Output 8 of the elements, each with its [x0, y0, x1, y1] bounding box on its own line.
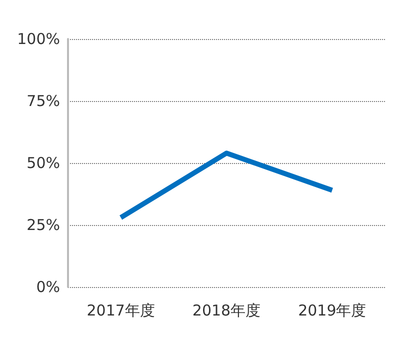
- y-tick-label: 25%: [26, 216, 60, 234]
- x-tick-label: 2018年度: [192, 302, 261, 320]
- x-tick-label: 2019年度: [298, 302, 366, 320]
- y-tick-label: 0%: [36, 278, 60, 296]
- x-tick-label: 2017年度: [86, 302, 155, 320]
- y-tick-label: 50%: [26, 154, 60, 172]
- y-tick-label: 100%: [17, 30, 60, 48]
- y-tick-label: 75%: [26, 92, 60, 110]
